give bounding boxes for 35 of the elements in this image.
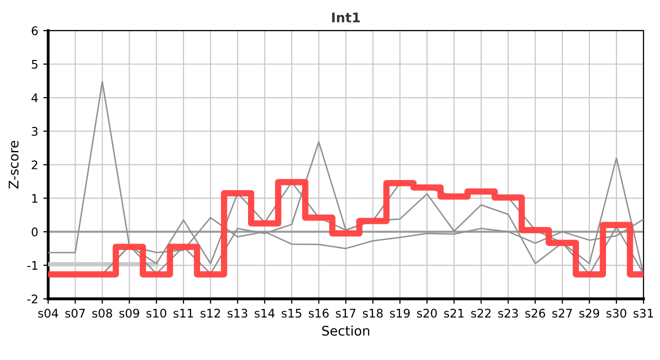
y-tick-label: -1: [27, 261, 38, 270]
x-tick-label: s30: [606, 308, 626, 318]
y-tick-label: 6: [32, 26, 38, 36]
x-tick-label: s27: [552, 308, 572, 318]
y-tick-label: 5: [32, 60, 38, 69]
y-tick-label: 4: [32, 94, 38, 102]
y-axis-title: Z-score: [8, 140, 19, 189]
x-tick-label: s20: [417, 308, 437, 318]
x-tick-label: s18: [362, 308, 383, 318]
chart-title: Int1: [332, 12, 360, 22]
x-tick-label: s31: [634, 308, 653, 318]
x-tick-label: s04: [38, 308, 58, 318]
x-tick-label: s11: [174, 308, 193, 318]
x-tick-label: s08: [92, 308, 112, 318]
y-tick-label: 3: [32, 126, 38, 136]
x-tick-label: s19: [390, 308, 410, 318]
x-axis-title: Section: [322, 326, 370, 336]
x-tick-label: s21: [444, 308, 464, 318]
x-tick-label: s14: [254, 308, 275, 318]
y-tick-label: 1: [32, 194, 38, 203]
x-tick-label: s10: [146, 308, 166, 318]
x-tick-label: s17: [336, 308, 356, 318]
x-tick-label: s23: [498, 308, 518, 318]
y-tick-label: -2: [27, 294, 38, 304]
x-tick-label: s22: [471, 308, 491, 318]
x-tick-label: s12: [200, 308, 220, 318]
x-tick-label: s09: [119, 308, 140, 318]
x-tick-label: s26: [525, 308, 546, 318]
y-tick-label: 2: [32, 160, 38, 170]
x-tick-label: s16: [308, 308, 329, 318]
x-tick-label: s29: [579, 308, 600, 318]
x-tick-label: s15: [282, 308, 302, 318]
y-tick-label: 0: [32, 227, 38, 236]
x-tick-label: s13: [228, 308, 248, 318]
x-tick-label: s07: [65, 308, 85, 318]
